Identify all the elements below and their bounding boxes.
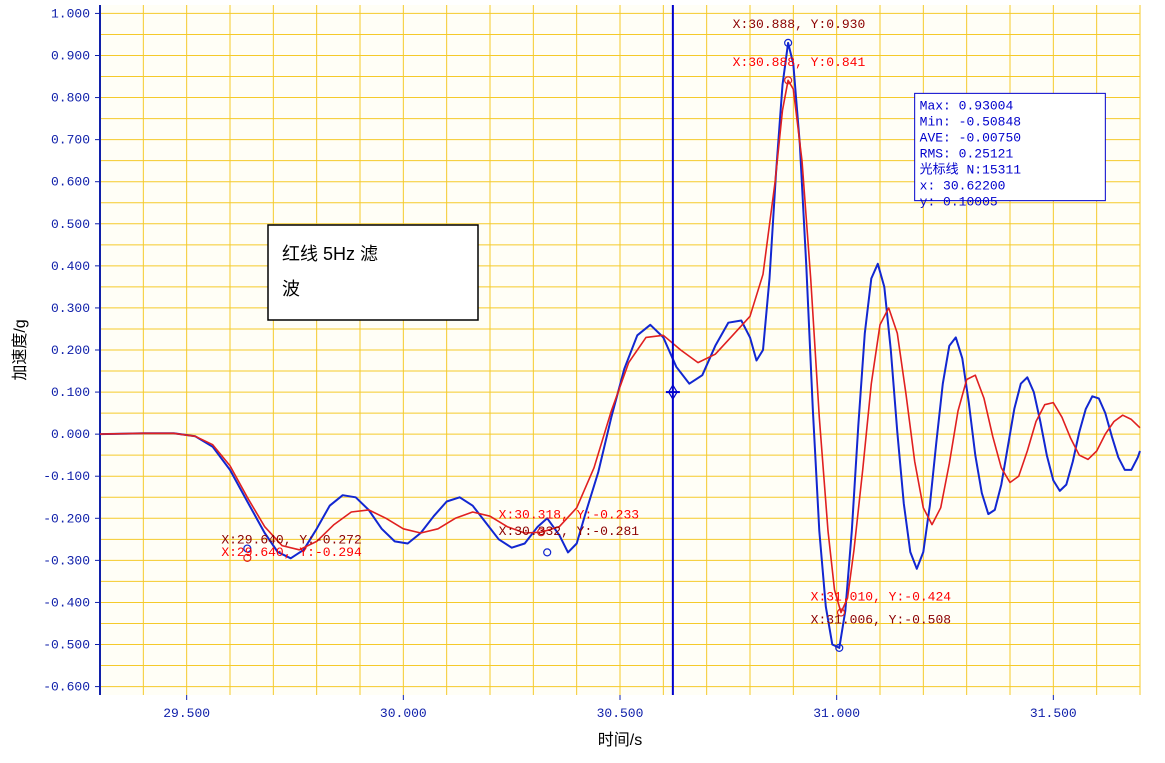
y-tick-label: -0.600 <box>43 680 90 695</box>
x-axis-title: 时间/s <box>598 731 642 749</box>
y-tick-label: 0.800 <box>51 91 90 106</box>
y-tick-label: 0.300 <box>51 301 90 316</box>
peak-annotation: X:30.318, Y:-0.233 <box>499 507 639 522</box>
y-tick-label: 0.200 <box>51 343 90 358</box>
peak-annotation: X:31.010, Y:-0.424 <box>811 589 952 604</box>
peak-annotation: X:30.888, Y:0.930 <box>733 17 866 32</box>
stats-line: 光标线 N:15311 <box>920 162 1022 177</box>
x-tick-label: 31.000 <box>813 706 860 721</box>
stats-line: Min: -0.50848 <box>920 114 1021 129</box>
note-box <box>268 225 478 320</box>
stats-line: Max: 0.93004 <box>920 98 1014 113</box>
y-tick-label: 0.900 <box>51 48 90 63</box>
y-tick-label: -0.300 <box>43 553 90 568</box>
y-tick-label: 0.600 <box>51 175 90 190</box>
y-tick-label: 0.700 <box>51 133 90 148</box>
y-tick-label: 0.500 <box>51 217 90 232</box>
note-text: 红线 5Hz 滤 <box>282 244 378 264</box>
stats-line: x: 30.62200 <box>920 178 1006 193</box>
peak-annotation: X:30.888, Y:0.841 <box>733 55 866 70</box>
peak-annotation: X:29.640, Y:-0.294 <box>221 545 362 560</box>
y-tick-label: 0.100 <box>51 385 90 400</box>
stats-line: AVE: -0.00750 <box>920 130 1021 145</box>
acceleration-chart: -0.600 -0.500 -0.400 -0.300 -0.200 -0.100 0.00… <box>0 0 1165 763</box>
x-tick-label: 30.000 <box>380 706 427 721</box>
y-tick-label: 1.000 <box>51 6 90 21</box>
note-text: 波 <box>282 279 300 299</box>
y-tick-label: 0.400 <box>51 259 90 274</box>
y-axis-title: 加速度/g <box>11 319 29 380</box>
peak-annotation: X:30.332, Y:-0.281 <box>499 524 640 539</box>
stats-line: RMS: 0.25121 <box>920 146 1014 161</box>
y-tick-label: -0.100 <box>43 469 90 484</box>
y-tick-label: -0.400 <box>43 595 90 610</box>
x-tick-label: 31.500 <box>1030 706 1077 721</box>
stats-line: y: 0.10005 <box>920 194 998 209</box>
peak-annotation: X:31.006, Y:-0.508 <box>811 612 951 627</box>
x-tick-label: 29.500 <box>163 706 210 721</box>
x-tick-label: 30.500 <box>597 706 644 721</box>
y-tick-label: -0.200 <box>43 511 90 526</box>
y-tick-label: -0.500 <box>43 638 90 653</box>
y-tick-label: 0.000 <box>51 427 90 442</box>
